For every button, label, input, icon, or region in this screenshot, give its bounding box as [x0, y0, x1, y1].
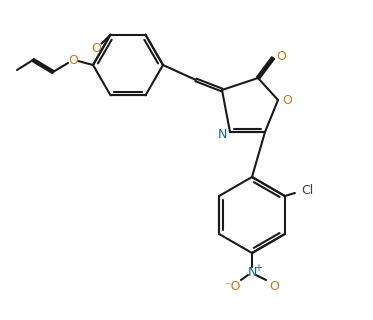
Text: O: O	[276, 50, 286, 62]
Text: +: +	[254, 263, 262, 273]
Text: N: N	[247, 267, 257, 279]
Text: N: N	[217, 127, 227, 140]
Text: O: O	[269, 281, 279, 293]
Text: O: O	[282, 93, 292, 107]
Text: ⁻O: ⁻O	[224, 281, 240, 293]
Text: Cl: Cl	[301, 183, 313, 196]
Text: O: O	[91, 42, 101, 55]
Text: O: O	[68, 53, 78, 67]
